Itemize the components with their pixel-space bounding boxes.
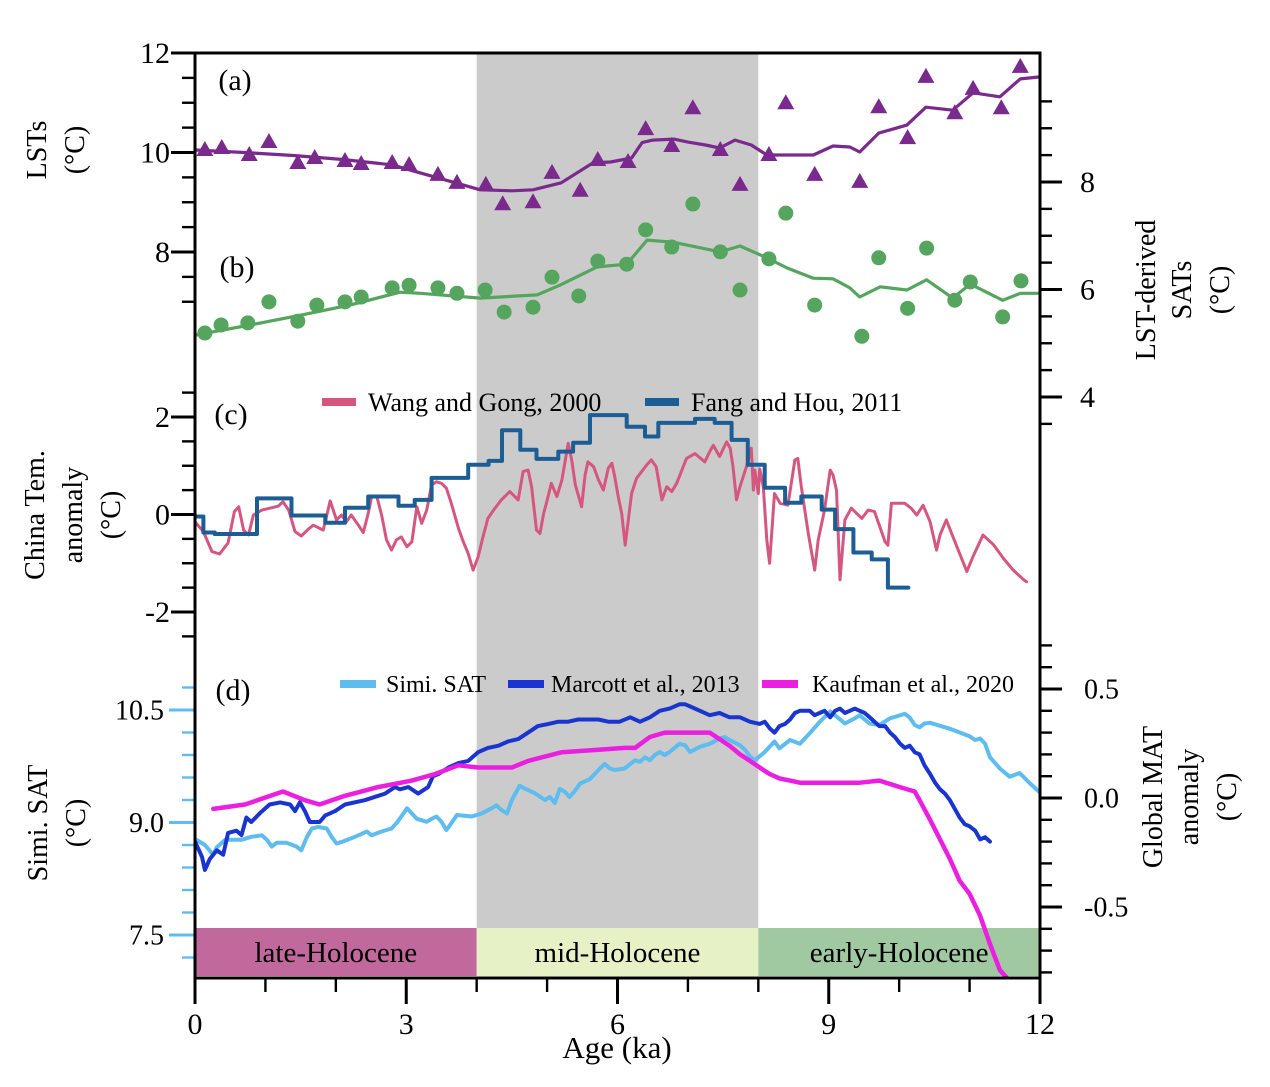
simi-axis-title-line2: (°C) xyxy=(61,799,92,848)
plot-border xyxy=(193,51,1042,980)
gmat-axis-title-line1: Global MAT xyxy=(1138,726,1169,868)
axes-ticks-layer: 12 10 8 2 0 -2 10.5 9.0 7.5 8 6 4 0.5 0.0 -0.5 0 3 6 9 12 xyxy=(115,37,1128,1041)
china-tick-label-0: 2 xyxy=(155,401,170,434)
axis-satr: 8 6 4 xyxy=(1040,100,1095,426)
panel-label-c: (c) xyxy=(214,398,247,431)
legend-label-wang-gong: Wang and Gong, 2000 xyxy=(368,388,601,417)
series-kaufman-et-al-2020 xyxy=(211,730,1011,978)
holocene-band-label-0: late-Holocene xyxy=(255,937,418,969)
lst-axis-title-line1: LSTs xyxy=(22,121,53,180)
simi-tick-label-0: 10.5 xyxy=(115,696,164,727)
gmat-tick-label-1: 0.0 xyxy=(1084,784,1119,815)
x-tick-label-1: 3 xyxy=(399,1008,414,1041)
series-marcott-et-al-2013 xyxy=(195,702,992,872)
lst-tick-label-2: 8 xyxy=(155,236,170,269)
simi-tick-label-1: 9.0 xyxy=(129,808,164,839)
axis-simi: 10.5 9.0 7.5 xyxy=(115,686,195,959)
gmat-tick-label-2: -0.5 xyxy=(1084,893,1128,924)
series-lsts-smoothed xyxy=(195,75,1040,193)
x-tick-label-4: 12 xyxy=(1025,1008,1055,1041)
satr-tick-label-0: 8 xyxy=(1080,166,1095,199)
gmat-axis-title-line3: (°C) xyxy=(1212,773,1243,822)
lst-axis-title-line2: (°C) xyxy=(60,126,91,175)
panel-label-b: (b) xyxy=(220,251,255,284)
legend-label-kaufman: Kaufman et al., 2020 xyxy=(812,672,1014,698)
x-axis-title: Age (ka) xyxy=(562,1030,671,1065)
holocene-band-label-1: mid-Holocene xyxy=(535,937,701,969)
panel-label-d: (d) xyxy=(216,674,251,707)
series-fang-and-hou-2011 xyxy=(195,413,911,590)
holocene-band-mid-Holocene xyxy=(476,928,759,976)
china-tick-label-1: 0 xyxy=(155,499,170,532)
data-series-layer xyxy=(195,57,1040,978)
panel-label-a: (a) xyxy=(218,64,251,97)
axis-china: 2 0 -2 xyxy=(145,391,195,638)
legend-panel-c: Wang and Gong, 2000 Fang and Hou, 2011 xyxy=(322,388,902,417)
x-tick-label-2: 6 xyxy=(610,1008,625,1041)
satr-axis-title-line3: (°C) xyxy=(1205,266,1236,315)
satr-axis-title-line2: SATs xyxy=(1167,261,1198,320)
lst-tick-label-1: 10 xyxy=(140,137,170,170)
simi-tick-label-2: 7.5 xyxy=(129,921,164,952)
lst-tick-label-0: 12 xyxy=(140,37,170,70)
legend-label-marcott: Marcott et al., 2013 xyxy=(551,672,740,698)
legend-panel-d: Simi. SAT Marcott et al., 2013 Kaufman e… xyxy=(340,672,1014,698)
china-axis-title-line3: (°C) xyxy=(96,491,127,540)
satr-tick-label-1: 6 xyxy=(1080,274,1095,307)
china-tick-label-2: -2 xyxy=(145,596,170,629)
legend-label-fang-hou: Fang and Hou, 2011 xyxy=(691,388,902,417)
china-axis-title-line1: China Tem. xyxy=(20,450,51,580)
holocene-band-label-2: early-Holocene xyxy=(810,937,989,969)
gmat-axis-title-line2: anomaly xyxy=(1174,749,1205,845)
series-wang-and-gong-2000 xyxy=(195,440,1029,584)
satr-tick-label-2: 4 xyxy=(1080,381,1095,414)
series-simi-sat xyxy=(195,709,1040,857)
x-tick-label-3: 9 xyxy=(821,1008,836,1041)
china-axis-title-line2: anomaly xyxy=(58,467,89,563)
axis-x: 0 3 6 9 12 xyxy=(188,978,1055,1041)
satr-axis-title-line1: LST-derived xyxy=(1131,220,1162,361)
axis-gmat: 0.5 0.0 -0.5 xyxy=(1040,644,1128,974)
legend-label-simi-sat: Simi. SAT xyxy=(386,672,486,698)
x-tick-label-0: 0 xyxy=(188,1008,203,1041)
axis-lst: 12 10 8 xyxy=(140,37,195,303)
series-lst-derived-sats-smoothed xyxy=(195,238,1040,337)
gmat-tick-label-0: 0.5 xyxy=(1084,675,1119,706)
simi-axis-title-line1: Simi. SAT xyxy=(23,765,54,882)
holocene-band-late-Holocene xyxy=(195,928,477,976)
